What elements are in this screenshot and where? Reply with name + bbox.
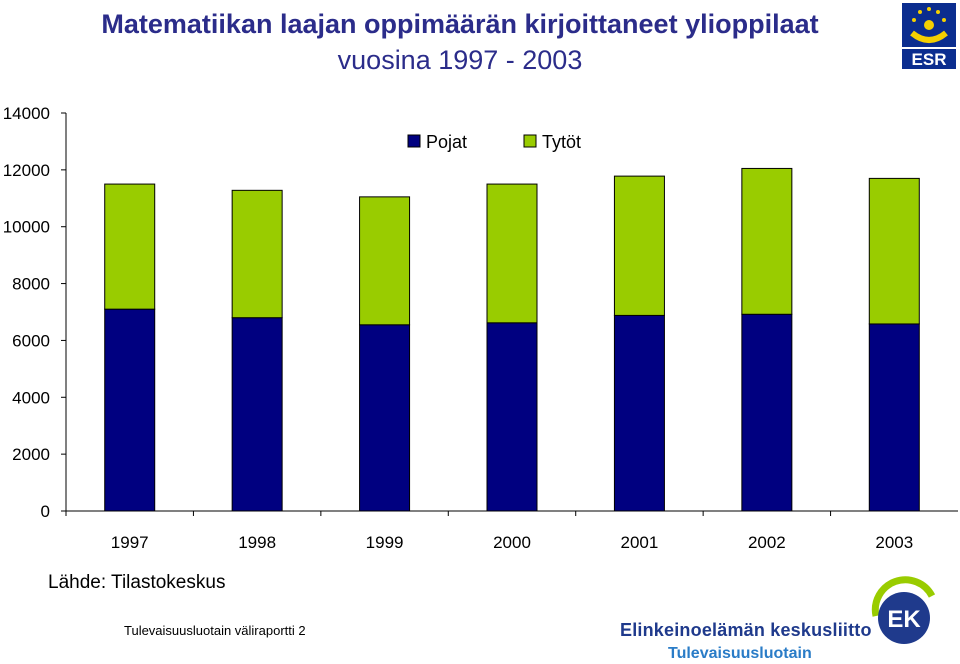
y-tick-label: 2000 — [12, 445, 50, 464]
y-tick-label: 8000 — [12, 275, 50, 294]
bar-pojat-1999 — [359, 324, 411, 512]
bar-tytot-2001 — [613, 175, 665, 316]
bar-pojat-2001 — [613, 314, 665, 512]
esr-logo: ESR — [902, 3, 956, 69]
y-tick-label: 10000 — [3, 218, 50, 237]
stacked-bar-chart: 0 2000 4000 6000 8000 10000 12000 14000 1997 1998… — [3, 104, 958, 552]
bar-pojat-1997 — [104, 308, 156, 512]
y-tick-label: 14000 — [3, 104, 50, 123]
organization-subtitle: Tulevaisuusluotain — [668, 645, 812, 662]
bar-tytot-2002 — [741, 167, 793, 315]
organization-name: Elinkeinoelämän keskusliitto — [620, 620, 872, 640]
x-tick-label: 2000 — [493, 533, 531, 552]
y-tick-label: 6000 — [12, 331, 50, 350]
bar-pojat-2002 — [741, 313, 793, 512]
bar-tytot-1999 — [359, 196, 411, 326]
bar-pojat-2000 — [486, 322, 538, 512]
x-tick-label: 2003 — [875, 533, 913, 552]
chart-title: Matematiikan laajan oppimäärän kirjoitta… — [101, 9, 819, 39]
x-tick-label: 2001 — [621, 533, 659, 552]
legend-swatch-pojat — [407, 134, 421, 148]
legend-label-tytot: Tytöt — [542, 132, 581, 152]
footer-report-name: Tulevaisuusluotain väliraportti 2 — [124, 623, 306, 638]
x-tick-label: 2002 — [748, 533, 786, 552]
ek-logo: EK — [871, 576, 936, 644]
bar-pojat-1998 — [231, 317, 283, 512]
legend-swatch-tytot — [523, 134, 537, 148]
source-note: Lähde: Tilastokeskus — [48, 572, 226, 593]
x-tick-label: 1997 — [111, 533, 149, 552]
bar-tytot-1997 — [104, 183, 156, 310]
y-tick-label: 0 — [41, 502, 50, 521]
bar-tytot-1998 — [231, 189, 283, 319]
x-tick-label: 1998 — [238, 533, 276, 552]
x-tick-label: 1999 — [366, 533, 404, 552]
chart-subtitle: vuosina 1997 - 2003 — [337, 45, 583, 75]
ek-logo-text: EK — [887, 606, 921, 633]
bar-pojat-2003 — [868, 323, 920, 512]
bar-tytot-2000 — [486, 183, 538, 324]
esr-logo-text: ESR — [912, 50, 947, 69]
legend-label-pojat: Pojat — [426, 132, 467, 152]
y-tick-label: 4000 — [12, 388, 50, 407]
y-tick-label: 12000 — [3, 161, 50, 180]
bar-tytot-2003 — [868, 177, 920, 325]
